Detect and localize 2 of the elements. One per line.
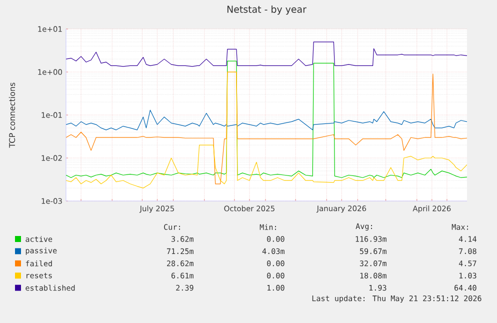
chart-title: Netstat - by year xyxy=(227,6,306,15)
line-series xyxy=(66,110,468,130)
